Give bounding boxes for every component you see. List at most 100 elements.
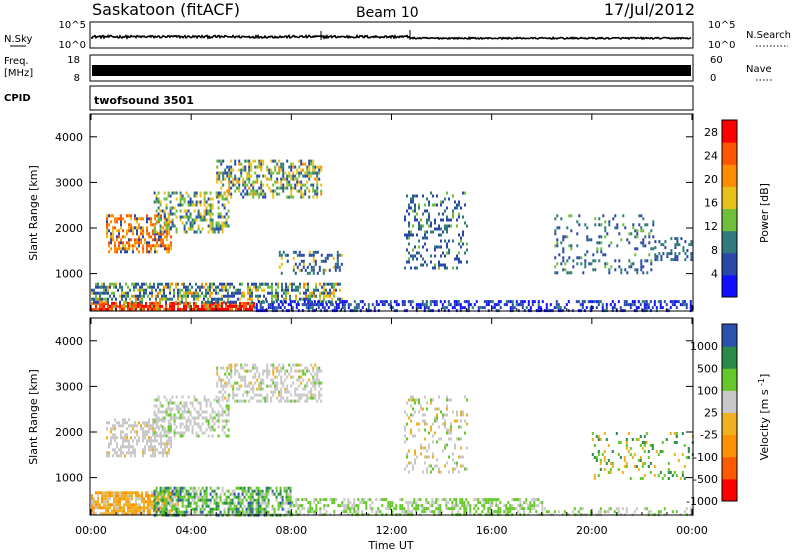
echo-cell [103, 301, 105, 305]
echo-cell [431, 501, 434, 505]
echo-cell [313, 510, 316, 514]
echo-cell [347, 306, 350, 310]
echo-cell [313, 303, 316, 307]
echo-cell [183, 486, 186, 490]
echo-cell [420, 404, 422, 408]
echo-cell [207, 304, 209, 308]
echo-cell [195, 294, 197, 298]
echo-cell [167, 489, 170, 493]
echo-cell [159, 431, 162, 435]
echo-cell [485, 300, 488, 304]
echo-cell [503, 303, 506, 307]
echo-cell [167, 227, 170, 231]
echo-cell [167, 431, 170, 435]
echo-cell [316, 381, 319, 385]
echo-cell [219, 212, 222, 216]
echo-cell [219, 297, 221, 301]
echo-cell [152, 454, 154, 458]
echo-cell [278, 363, 281, 367]
echo-cell [263, 282, 265, 286]
echo-cell [195, 410, 198, 414]
echo-cell [473, 504, 476, 508]
echo-cell [166, 244, 168, 248]
echo-cell [197, 227, 200, 231]
echo-cell [117, 497, 119, 501]
echo-cell [290, 195, 293, 199]
echo-cell [139, 512, 141, 516]
echo-cell [249, 501, 252, 505]
echo-cell [183, 215, 186, 219]
echo-cell [139, 509, 141, 513]
echo-cell [357, 306, 360, 310]
echo-cell [240, 384, 243, 388]
echo-cell [199, 492, 202, 496]
velocity-ylabel: Slant Range [km] [27, 369, 40, 465]
echo-cell [105, 494, 107, 498]
echo-cell [460, 260, 462, 264]
echo-cell [454, 200, 456, 204]
echo-cell [267, 486, 270, 490]
echo-cell [221, 294, 223, 298]
echo-cell [185, 425, 188, 429]
echo-cell [308, 253, 311, 257]
echo-cell [630, 232, 633, 236]
echo-cell [687, 447, 690, 450]
colorbar-swatch [722, 346, 737, 369]
echo-cell [254, 372, 257, 376]
echo-cell [278, 168, 281, 172]
echo-cell [201, 486, 204, 490]
echo-cell [436, 194, 438, 198]
echo-cell [122, 235, 124, 239]
echo-cell [294, 363, 297, 367]
echo-cell [596, 250, 599, 254]
echo-cell [248, 381, 251, 385]
echo-cell [209, 291, 211, 295]
echo-cell [171, 507, 174, 511]
echo-cell [509, 510, 512, 514]
echo-cell [316, 183, 319, 187]
echo-cell [420, 263, 422, 267]
echo-cell [253, 285, 255, 289]
echo-cell [625, 507, 628, 511]
echo-cell [440, 200, 442, 204]
echo-cell [568, 271, 571, 275]
echo-cell [298, 375, 301, 379]
echo-cell [243, 291, 245, 295]
echo-cell [418, 221, 420, 225]
echo-cell [219, 224, 222, 228]
echo-cell [247, 291, 249, 295]
echo-cell [463, 504, 466, 508]
echo-cell [282, 396, 285, 400]
echo-cell [181, 504, 184, 508]
echo-cell [433, 303, 436, 307]
echo-cell [227, 304, 229, 308]
echo-cell [233, 492, 236, 496]
echo-cell [638, 214, 641, 218]
echo-cell [285, 282, 287, 286]
echo-cell [130, 436, 132, 440]
echo-cell [465, 498, 468, 502]
echo-cell [263, 288, 265, 292]
echo-cell [278, 165, 281, 169]
echo-cell [209, 218, 212, 222]
echo-cell [173, 191, 176, 195]
echo-cell [641, 447, 644, 450]
echo-cell [252, 396, 255, 400]
echo-cell [446, 428, 448, 432]
echo-cell [211, 230, 214, 234]
echo-cell [566, 235, 569, 239]
echo-cell [466, 398, 468, 402]
echo-cell [664, 240, 667, 244]
echo-cell [203, 197, 206, 201]
echo-cell [290, 384, 293, 388]
echo-cell [416, 233, 418, 237]
echo-cell [150, 247, 152, 251]
echo-cell [408, 236, 410, 240]
echo-cell [209, 285, 211, 289]
echo-cell [326, 253, 329, 257]
echo-cell [155, 501, 158, 505]
echo-cell [434, 203, 436, 207]
echo-cell [580, 256, 583, 260]
echo-cell [249, 285, 251, 289]
echo-cell [129, 497, 131, 501]
